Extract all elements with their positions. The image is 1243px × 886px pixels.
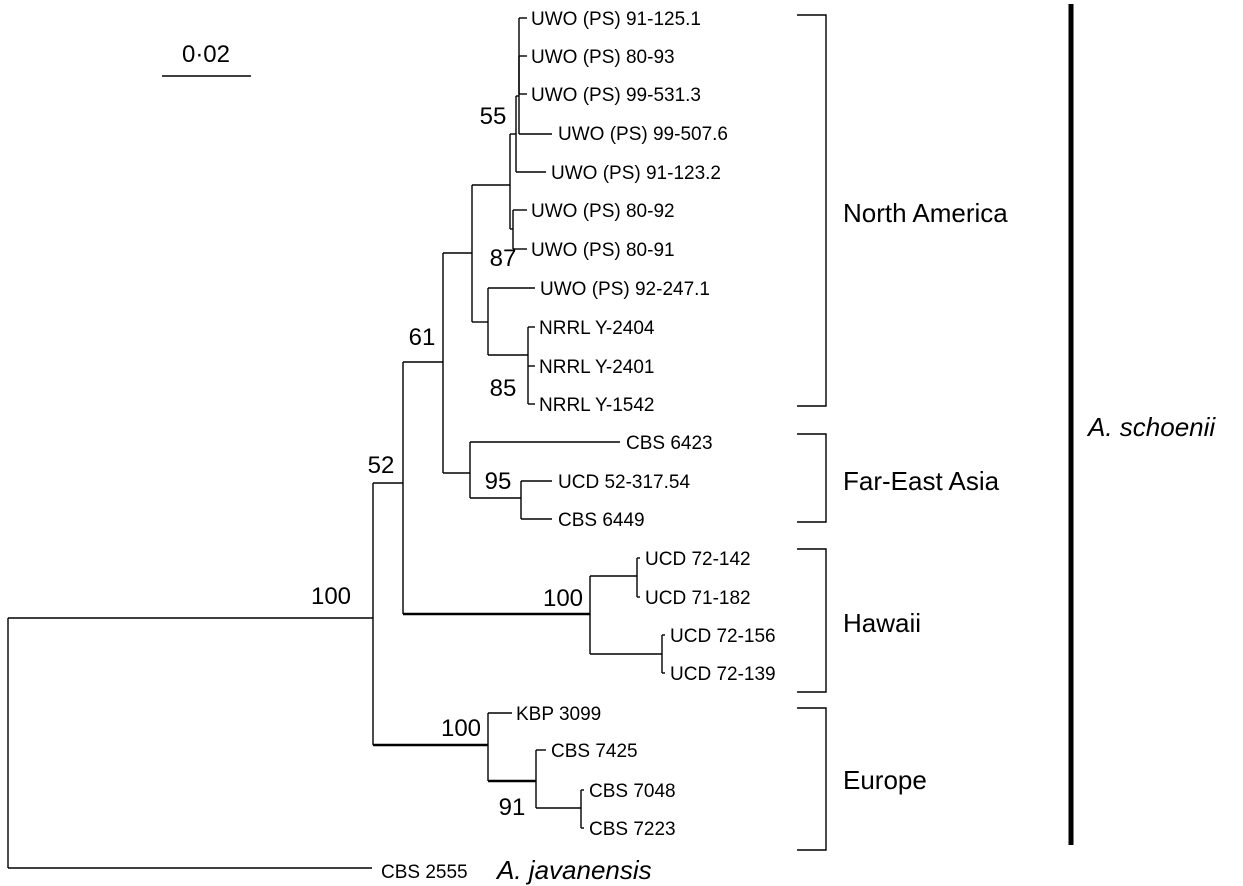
leaf-label: CBS 7425 (551, 741, 638, 762)
leaf-label: UCD 71-182 (645, 588, 751, 609)
leaf-label: KBP 3099 (516, 704, 601, 725)
leaf-label: UWO (PS) 80-92 (531, 201, 675, 222)
outgroup-strain-label: CBS 2555 (381, 862, 468, 883)
bootstrap-value: 91 (499, 794, 526, 821)
group-label-europe: Europe (843, 765, 927, 795)
bootstrap-value: 95 (485, 468, 512, 495)
bootstrap-value: 100 (311, 583, 351, 610)
bootstrap-value: 87 (490, 245, 517, 272)
leaf-label: UWO (PS) 99-507.6 (558, 124, 728, 145)
outgroup-species-label: A. javanensis (495, 855, 652, 885)
leaf-label: UWO (PS) 80-91 (531, 240, 675, 261)
species-label: A. schoenii (1086, 412, 1216, 442)
leaf-label: UCD 72-156 (670, 626, 776, 647)
bootstrap-value: 85 (490, 375, 517, 402)
group-label-far-east-asia: Far-East Asia (843, 466, 1000, 496)
bracket-hawaii (797, 548, 827, 693)
leaf-label: UCD 52-317.54 (558, 472, 690, 493)
group-label-north-america: North America (843, 198, 1008, 228)
bootstrap-value: 100 (543, 585, 583, 612)
bootstrap-value: 52 (368, 452, 395, 479)
leaf-label: NRRL Y-1542 (539, 395, 654, 416)
leaf-label: NRRL Y-2404 (539, 318, 655, 339)
leaf-label: UWO (PS) 91-125.1 (531, 9, 701, 30)
leaf-label: UWO (PS) 80-93 (531, 47, 675, 68)
leaf-label: NRRL Y-2401 (539, 357, 654, 378)
leaf-label: UWO (PS) 99-531.3 (531, 85, 701, 106)
leaf-label: CBS 7048 (589, 781, 676, 802)
bracket-far-east-asia (797, 433, 827, 523)
leaf-label: CBS 6449 (558, 510, 645, 531)
bootstrap-value: 100 (441, 715, 481, 742)
leaf-label: UWO (PS) 91-123.2 (551, 163, 721, 184)
leaf-label: CBS 6423 (626, 433, 713, 454)
bootstrap-value: 55 (480, 103, 507, 130)
leaf-label: CBS 7223 (589, 819, 676, 840)
bracket-europe (797, 707, 827, 851)
leaf-label: UWO (PS) 92-247.1 (540, 279, 710, 300)
scale-bar-label: 0·02 (182, 41, 230, 68)
leaf-label: UCD 72-139 (670, 664, 776, 685)
group-label-hawaii: Hawaii (843, 608, 921, 638)
leaf-label: UCD 72-142 (645, 549, 751, 570)
bracket-north-america (797, 14, 827, 407)
bootstrap-value: 61 (409, 324, 436, 351)
